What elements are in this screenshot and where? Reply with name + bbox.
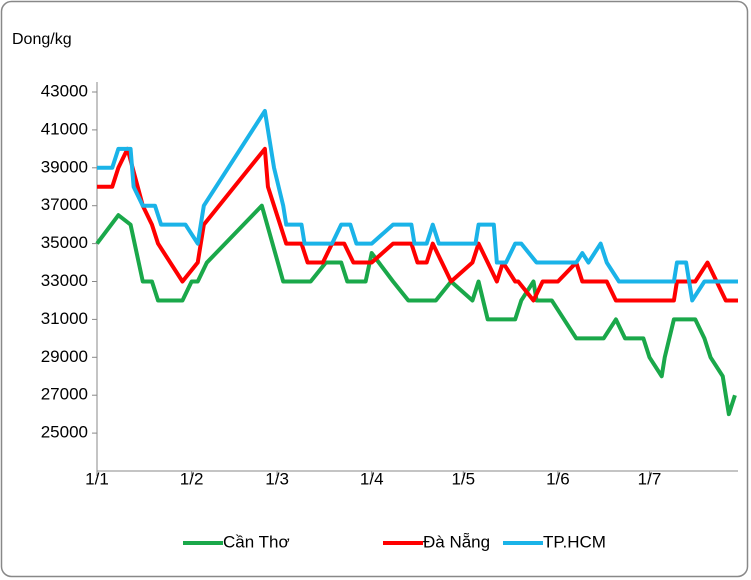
y-tick-label: 35000	[41, 233, 88, 252]
x-tick-label: 1/5	[451, 469, 475, 488]
legend-label: Cần Thơ	[223, 532, 290, 551]
y-tick-label: 37000	[41, 195, 88, 214]
y-tick-label: 39000	[41, 157, 88, 176]
x-tick-label: 1/4	[360, 469, 384, 488]
data-line	[97, 146, 738, 303]
y-tick-label: 29000	[41, 347, 88, 366]
x-tick-label: 1/6	[546, 469, 570, 488]
y-tick-label: 25000	[41, 423, 88, 442]
x-tick-label: 1/3	[265, 469, 289, 488]
y-tick-label: 43000	[41, 81, 88, 100]
x-tick-label: 1/7	[638, 469, 662, 488]
x-tick-label: 1/2	[180, 469, 204, 488]
y-tick-label: 31000	[41, 309, 88, 328]
x-tick-label: 1/1	[85, 469, 109, 488]
y-tick-label: 27000	[41, 385, 88, 404]
y-tick-label: 33000	[41, 271, 88, 290]
data-line	[97, 108, 738, 303]
y-axis-label: Dong/kg	[12, 31, 72, 48]
legend-label: Đà Nẵng	[423, 532, 490, 551]
legend-label: TP.HCM	[543, 532, 606, 551]
data-line	[95, 203, 737, 417]
y-tick-label: 41000	[41, 119, 88, 138]
